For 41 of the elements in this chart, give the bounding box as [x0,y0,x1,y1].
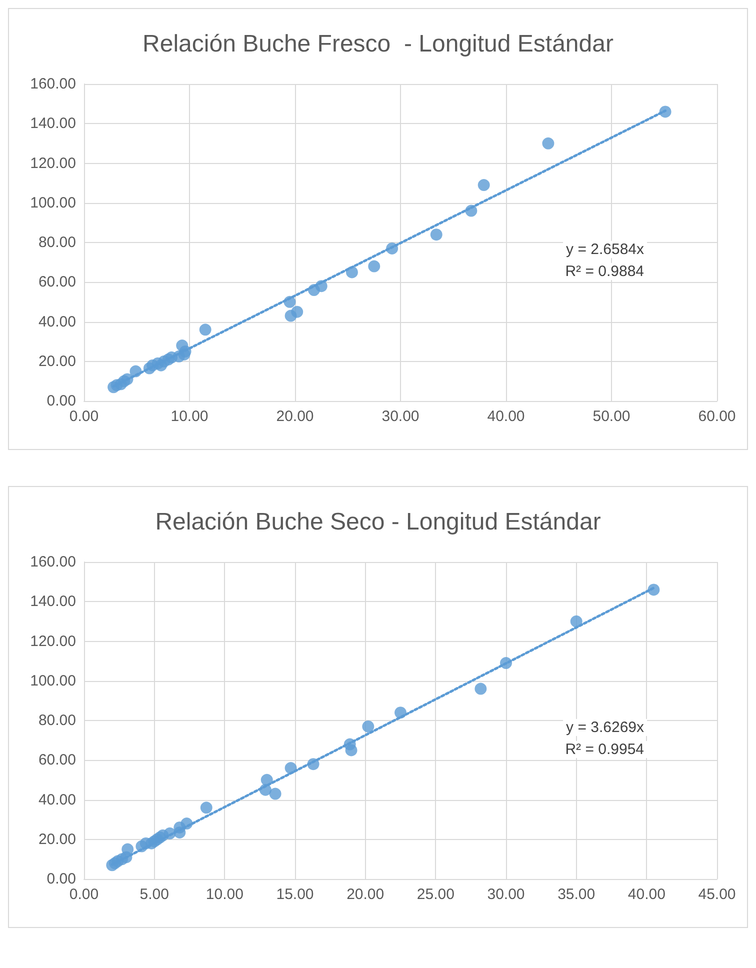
x-tick-label: 60.00 [698,408,736,425]
x-tick-label: 20.00 [276,408,314,425]
x-tick-label: 10.00 [206,886,244,903]
annotation: R² = 0.9884 [565,263,644,280]
y-tick-label: 140.00 [30,593,76,610]
y-tick-label: 0.00 [46,392,76,410]
y-tick-label: 160.00 [30,76,76,92]
y-tick-label: 0.00 [46,870,76,888]
y-tick-label: 160.00 [30,554,76,570]
annotation: y = 3.6269x [566,719,644,736]
y-tick-label: 120.00 [30,632,76,650]
y-tick-label: 60.00 [38,274,76,291]
y-tick-label: 40.00 [38,791,76,808]
x-tick-label: 40.00 [487,408,525,425]
x-tick-label: 35.00 [558,886,596,903]
x-tick-label: 45.00 [698,886,736,903]
y-tick-label: 60.00 [38,752,76,769]
y-tick-label: 20.00 [38,830,76,848]
x-tick-label: 5.00 [140,886,169,903]
y-tick-label: 40.00 [38,313,76,330]
x-tick-label: 15.00 [276,886,314,903]
y-tick-label: 100.00 [30,194,76,212]
x-tick-label: 30.00 [487,886,525,903]
x-tick-label: 30.00 [382,408,420,425]
x-tick-label: 10.00 [170,408,208,425]
annotation: y = 2.6584x [566,241,644,258]
x-tick-label: 25.00 [416,886,454,903]
y-tick-label: 80.00 [38,234,76,251]
chart-title: Relación Buche Seco - Longitud Estándar [155,508,601,536]
y-tick-label: 80.00 [38,712,76,729]
annotation: R² = 0.9954 [565,741,644,758]
x-tick-label: 40.00 [628,886,666,903]
chart-title: Relación Buche Fresco - Longitud Estándar [142,30,614,58]
y-tick-label: 140.00 [30,115,76,132]
y-tick-label: 120.00 [30,154,76,172]
x-tick-label: 50.00 [592,408,630,425]
x-tick-label: 0.00 [69,886,99,903]
x-tick-label: 20.00 [346,886,384,903]
x-tick-label: 0.00 [69,408,99,425]
y-tick-label: 100.00 [30,672,76,690]
y-tick-label: 20.00 [38,352,76,370]
